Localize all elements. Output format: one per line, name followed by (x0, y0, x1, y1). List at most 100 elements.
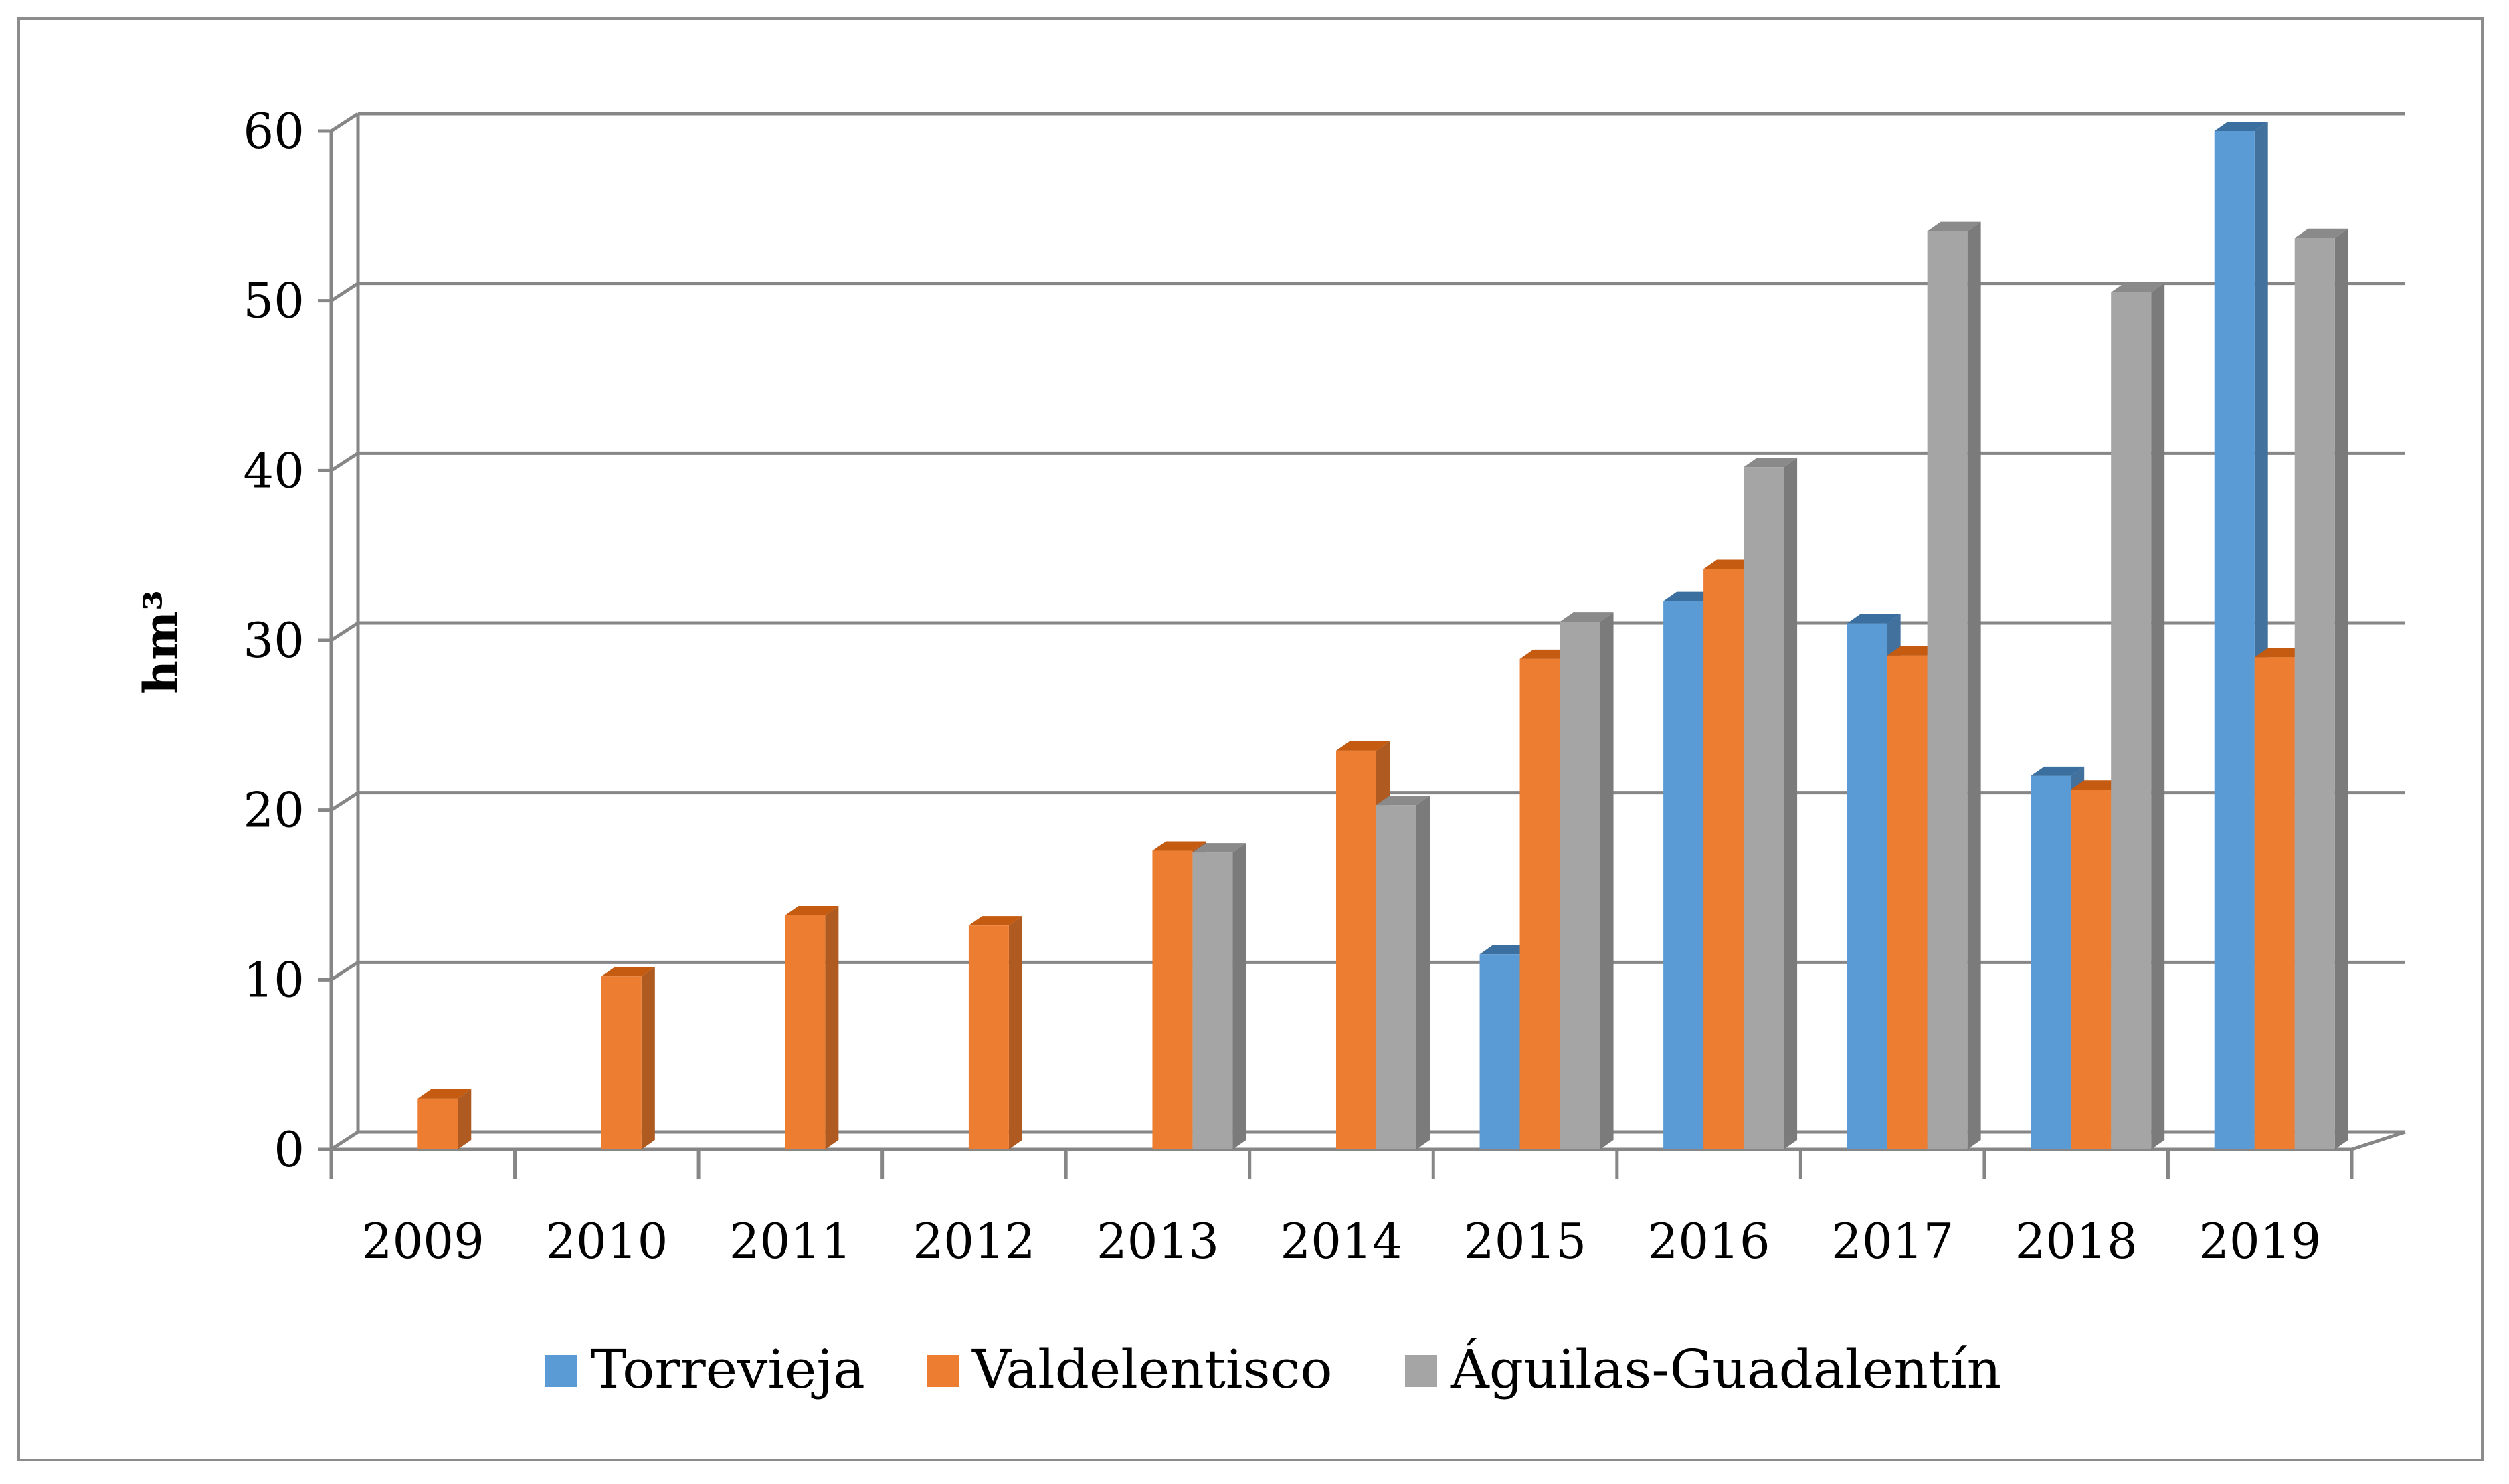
legend-label: Águilas-Guadalentín (1450, 1337, 2001, 1400)
bar-valdelentisco-2011 (785, 905, 839, 1149)
bar-front (601, 976, 642, 1149)
bar-side (1784, 458, 1798, 1149)
bar-top (1192, 843, 1246, 853)
bar-side (825, 905, 839, 1149)
bar-front (1887, 655, 1928, 1149)
bar-top (2111, 282, 2165, 292)
bar-front (2071, 790, 2112, 1149)
gridline-depth (330, 282, 359, 302)
bar-side (1232, 843, 1246, 1149)
bar-top (417, 1089, 472, 1099)
bar-front (1336, 750, 1376, 1149)
y-tick-label: 50 (243, 273, 304, 329)
bar-front (2031, 775, 2071, 1149)
bar-side (1600, 612, 1614, 1149)
legend-label: Valdelentisco (971, 1338, 1332, 1400)
bar-front (1152, 850, 1193, 1149)
bar-top (1560, 612, 1614, 622)
bar--guilas-guadalent-n-2014 (1376, 796, 1430, 1149)
bar-front (1703, 569, 1744, 1149)
legend-label: Torrevieja (591, 1338, 865, 1400)
x-tick-label: 2009 (362, 1213, 484, 1269)
bar--guilas-guadalent-n-2017 (1927, 221, 1981, 1149)
gridline-depth (330, 112, 359, 133)
gridline-depth (330, 621, 359, 642)
bar-side (458, 1089, 472, 1149)
legend-item--guilas-guadalent-n: Águilas-Guadalentín (1405, 1337, 2001, 1400)
x-tick-labels: 2009 2010 2011 2012 2013 2014 2015 2016 2017 2018… (362, 1213, 2322, 1269)
bar-side (1008, 916, 1022, 1149)
bar-top (601, 967, 655, 977)
bar-valdelentisco-2009 (417, 1089, 472, 1149)
bar-valdelentisco-2012 (968, 916, 1022, 1149)
bar-front (2214, 131, 2255, 1149)
bar-front (785, 915, 826, 1149)
x-tick-label: 2011 (729, 1213, 852, 1269)
legend-item-torrevieja: Torrevieja (545, 1338, 865, 1400)
bar-top (2031, 766, 2085, 776)
x-tick-label: 2017 (1831, 1213, 1954, 1269)
bar-front (2254, 657, 2295, 1149)
bar-front (968, 925, 1009, 1149)
bar-front (1663, 601, 1704, 1149)
x-tick-label: 2013 (1097, 1213, 1219, 1269)
x-tick-label: 2015 (1464, 1213, 1586, 1269)
bar-front (2294, 238, 2335, 1149)
y-tick-labels: 0 10 20 30 40 50 60 (243, 103, 304, 1178)
gridline-depth (330, 791, 359, 812)
bar-front (417, 1098, 458, 1149)
bar--guilas-guadalent-n-2018 (2111, 282, 2165, 1149)
y-tick-label: 0 (274, 1121, 304, 1178)
bar-top (1336, 741, 1390, 751)
gridline-depth (330, 452, 359, 472)
x-tick-label: 2016 (1647, 1213, 1770, 1269)
bar-front (1744, 467, 1784, 1149)
bar-top (2214, 122, 2268, 131)
y-tick-label: 40 (243, 442, 304, 498)
legend-swatch (545, 1355, 577, 1387)
bar-top (1376, 796, 1430, 806)
bar-front (1192, 852, 1233, 1149)
bar-front (1376, 805, 1416, 1149)
bar-side (2334, 228, 2348, 1149)
bar-valdelentisco-2010 (601, 967, 655, 1149)
bar-front (1927, 231, 1968, 1149)
bar--guilas-guadalent-n-2016 (1744, 458, 1798, 1149)
gridline-depth (330, 1130, 359, 1151)
bar-top (1744, 458, 1798, 468)
bar-top (785, 905, 839, 915)
bar-side (2151, 282, 2165, 1149)
x-tick-label: 2019 (2199, 1213, 2321, 1269)
x-tick-label: 2012 (913, 1213, 1035, 1269)
chart-frame (17, 17, 2484, 1461)
legend: Torrevieja Valdelentisco Águilas-Guadalent… (545, 1337, 2001, 1400)
y-tick-label: 30 (243, 612, 304, 668)
y-tick-label: 20 (243, 782, 304, 838)
legend-swatch (1405, 1355, 1437, 1387)
bar-front (2111, 292, 2152, 1149)
bar-front (1560, 622, 1600, 1149)
legend-item-valdelentisco: Valdelentisco (927, 1338, 1332, 1400)
bar-top (1847, 614, 1901, 624)
bar--guilas-guadalent-n-2013 (1192, 843, 1246, 1149)
bar-front (1519, 658, 1560, 1149)
bar-front (1847, 623, 1887, 1149)
bar-side (1967, 221, 1981, 1149)
gridline-depth (330, 961, 359, 982)
bar-top (968, 916, 1022, 926)
bar-top (1927, 221, 1981, 231)
bars (417, 122, 2348, 1149)
x-tick-label: 2010 (545, 1213, 668, 1269)
y-tick-label: 60 (243, 103, 304, 159)
legend-swatch (927, 1355, 959, 1387)
bar--guilas-guadalent-n-2015 (1560, 612, 1614, 1149)
bar-top (1152, 841, 1206, 851)
y-tick-label: 10 (243, 951, 304, 1008)
x-tick-label: 2018 (2015, 1213, 2138, 1269)
y-axis-label: hm³ (133, 590, 189, 694)
bar--guilas-guadalent-n-2019 (2294, 228, 2348, 1149)
bar-side (641, 967, 655, 1149)
bar-top (2294, 228, 2348, 238)
x-tick-label: 2014 (1280, 1213, 1402, 1269)
